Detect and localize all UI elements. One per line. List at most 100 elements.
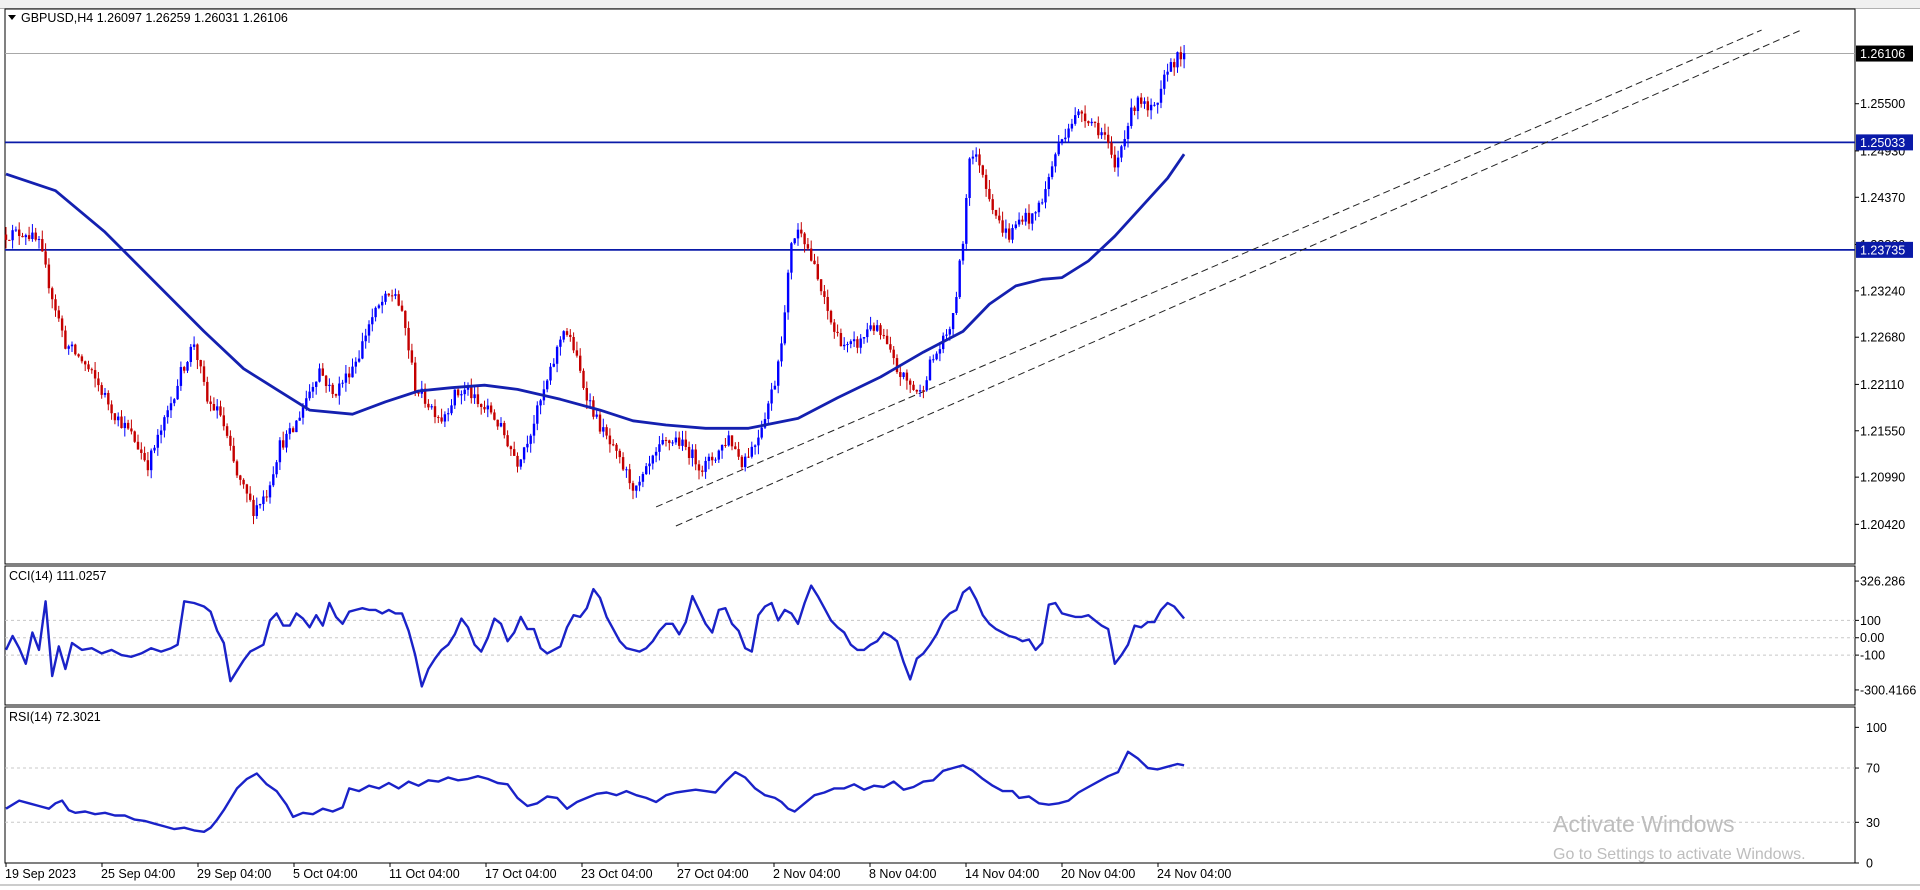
candle-body — [4, 234, 8, 240]
candle-body — [608, 435, 612, 445]
candle-body — [1159, 88, 1163, 103]
candle-body — [1054, 154, 1057, 167]
time-axis: 19 Sep 2023 25 Sep 04:00 29 Sep 04:00 5 Oct… — [0, 863, 1920, 886]
candle-body — [14, 229, 18, 231]
main-price-pane[interactable] — [4, 8, 1856, 565]
candle-body — [922, 390, 925, 392]
cci-tick-label: 0.00 — [1860, 631, 1884, 645]
candle-body — [1130, 107, 1133, 127]
candle-body — [516, 455, 519, 467]
candle-body — [433, 406, 437, 418]
candle-body — [1080, 111, 1083, 114]
candle-body — [80, 356, 84, 362]
candle-body — [958, 260, 961, 298]
candle-body — [559, 339, 562, 347]
candle-body — [74, 344, 77, 355]
candle-body — [1004, 228, 1008, 233]
candle-body — [258, 504, 262, 506]
activation-watermark: Activate Windows Go to Settings to activ… — [1553, 811, 1806, 863]
candle-body — [239, 475, 242, 480]
candle-body — [701, 470, 704, 472]
candle-body — [1044, 189, 1047, 203]
candle-body — [925, 380, 928, 391]
candle-body — [876, 325, 879, 331]
level-price-value: 1.23735 — [1860, 243, 1905, 257]
candle-body — [872, 325, 876, 331]
candle-body — [202, 366, 206, 382]
level-price-tag — [1856, 241, 1913, 258]
trendline[interactable] — [675, 29, 1802, 527]
candle-body — [183, 367, 186, 371]
rsi-pane[interactable] — [4, 706, 1856, 864]
cci-tick-label: 326.286 — [1860, 575, 1905, 589]
cci-tick-label: 100 — [1860, 614, 1881, 628]
candle-body — [988, 188, 991, 200]
candle-body — [654, 451, 658, 456]
candle-body — [47, 264, 51, 289]
candle-body — [427, 403, 430, 408]
candle-body — [123, 422, 126, 429]
candle-body — [968, 158, 971, 198]
candle-body — [196, 344, 199, 361]
candle-body — [169, 403, 173, 411]
candle-body — [1021, 219, 1024, 222]
candle-body — [869, 325, 872, 330]
candle-body — [229, 435, 232, 446]
candle-body — [588, 400, 592, 402]
candle-body — [975, 154, 978, 157]
candle-body — [912, 384, 915, 390]
current-price-tag — [1856, 45, 1913, 62]
trendlines[interactable] — [655, 29, 1802, 527]
cci-axis: 326.286 100 0.00 -100 -300.4166 — [1855, 575, 1916, 697]
candle-body — [275, 462, 278, 475]
candle-body — [1110, 142, 1113, 155]
time-tick-label: 2 Nov 04:00 — [773, 867, 840, 881]
candle-body — [978, 154, 981, 166]
candle-body — [245, 484, 249, 494]
candle-body — [262, 496, 265, 505]
candle-body — [404, 310, 407, 328]
candle-body — [173, 399, 176, 404]
cci-pane[interactable] — [4, 565, 1856, 706]
candle-body — [618, 450, 621, 458]
candle-body — [140, 449, 143, 453]
symbol-header[interactable]: GBPUSD,H4 1.26097 1.26259 1.26031 1.2610… — [8, 11, 288, 25]
candle-body — [687, 446, 691, 459]
candle-body — [915, 389, 918, 392]
candle-body — [341, 382, 344, 384]
candle-body — [206, 381, 209, 402]
candle-body — [651, 455, 654, 464]
trendline[interactable] — [655, 29, 1762, 508]
candle-body — [255, 505, 258, 517]
time-tick-label: 8 Nov 04:00 — [869, 867, 936, 881]
candle-body — [1100, 132, 1103, 136]
candle-body — [1074, 115, 1077, 124]
candle-body — [727, 435, 730, 446]
watermark-subtitle: Go to Settings to activate Windows. — [1553, 846, 1806, 863]
level-price-tag — [1856, 134, 1913, 151]
candle-body — [961, 243, 965, 261]
candle-body — [1133, 107, 1136, 111]
candle-body — [291, 428, 295, 433]
candle-body — [1126, 126, 1130, 139]
candle-body — [489, 405, 493, 413]
cci-tick-label: -300.4166 — [1860, 683, 1916, 697]
candle-body — [694, 449, 697, 465]
candle-body — [1146, 101, 1149, 111]
candle-body — [909, 380, 912, 385]
candle-body — [668, 440, 671, 444]
candle-body — [156, 434, 159, 448]
candle-body — [41, 239, 44, 252]
candle-body — [64, 330, 67, 349]
candle-body — [813, 260, 816, 265]
price-axis: 1.255001.249301.243701.238001.232401.226… — [1855, 45, 1913, 532]
candle-body — [84, 361, 87, 365]
dropdown-triangle-icon[interactable] — [8, 15, 16, 20]
candle-body — [493, 412, 496, 420]
candle-body — [348, 373, 351, 378]
candle-body — [856, 339, 859, 348]
candle-body — [212, 404, 216, 411]
candle-body — [595, 414, 598, 417]
candle-body — [803, 233, 806, 245]
